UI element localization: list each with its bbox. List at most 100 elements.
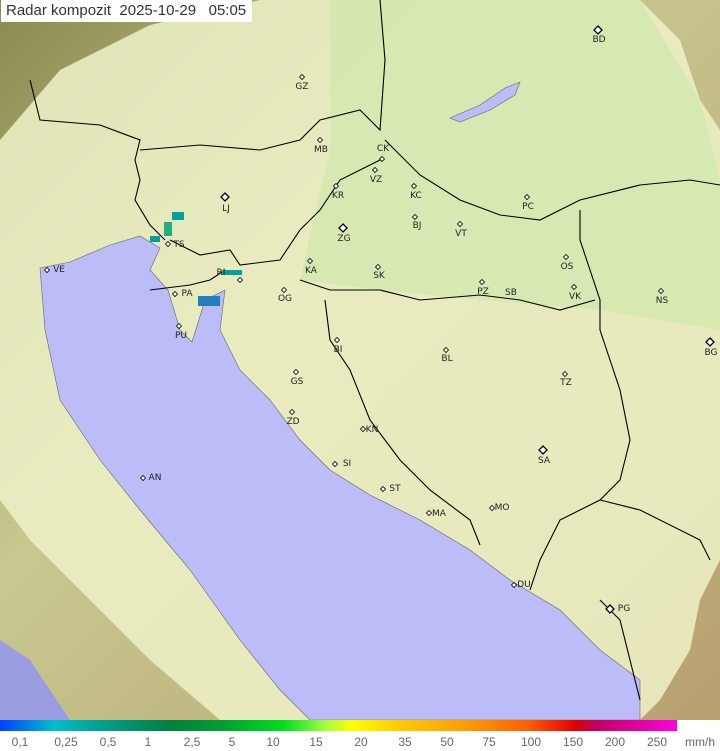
- city-marker-icon: [220, 192, 230, 202]
- city-marker-icon: [236, 276, 244, 284]
- city-label-ka: KA: [305, 266, 317, 276]
- city-label-mb: MB: [314, 145, 328, 155]
- city-label-an: AN: [148, 473, 162, 483]
- city-label-bl: BL: [441, 354, 453, 364]
- lake-balaton: [449, 81, 521, 123]
- city-marker-icon: [411, 213, 419, 221]
- city-marker-icon: [562, 253, 570, 261]
- adriatic-sea: [39, 235, 641, 720]
- rain-echo: [172, 212, 184, 220]
- legend-label: 100: [520, 735, 542, 749]
- legend-label: 1: [144, 735, 152, 749]
- legend-label: 20: [354, 735, 368, 749]
- rain-echoes: [150, 212, 242, 306]
- rain-echo: [150, 236, 160, 242]
- radar-map: [0, 0, 720, 720]
- city-label-sb: SB: [505, 288, 517, 298]
- map-title: Radar kompozit 2025-10-29 05:05: [1, 0, 253, 22]
- precipitation-color-scale: [0, 720, 677, 731]
- city-label-sk: SK: [373, 271, 385, 281]
- city-label-pg: PG: [617, 604, 631, 614]
- city-label-vk: VK: [568, 292, 582, 302]
- city-label-ts: TS: [173, 240, 185, 250]
- legend-label: 50: [440, 735, 454, 749]
- city-label-os: OS: [560, 262, 574, 272]
- city-marker-icon: [164, 240, 172, 248]
- city-label-pu: PU: [174, 331, 188, 341]
- legend-label: 0,1: [11, 735, 29, 749]
- legend-label: 250: [646, 735, 668, 749]
- city-marker-icon: [478, 278, 486, 286]
- city-marker-icon: [331, 460, 339, 468]
- city-marker-icon: [316, 136, 324, 144]
- city-marker-icon: [605, 604, 615, 614]
- legend-unit: mm/h: [685, 735, 715, 749]
- city-marker-icon: [332, 182, 340, 190]
- rain-echo: [222, 270, 242, 275]
- city-marker-icon: [306, 257, 314, 265]
- city-marker-icon: [292, 368, 300, 376]
- city-marker-icon: [139, 474, 147, 482]
- coverage-green-tint: [300, 0, 720, 330]
- city-marker-icon: [410, 182, 418, 190]
- city-marker-icon: [43, 266, 51, 274]
- city-label-st: ST: [389, 484, 401, 494]
- city-marker-icon: [379, 485, 387, 493]
- legend-label: 35: [398, 735, 412, 749]
- city-label-og: OG: [277, 294, 293, 304]
- city-marker-icon: [538, 445, 548, 455]
- city-label-lj: LJ: [222, 204, 230, 214]
- legend-label: 75: [482, 735, 496, 749]
- city-marker-icon: [298, 73, 306, 81]
- city-marker-icon: [657, 287, 665, 295]
- rain-echo: [164, 222, 172, 236]
- city-label-pc: PC: [522, 202, 534, 212]
- city-label-ve: VE: [53, 265, 65, 275]
- city-label-kn: KN: [365, 425, 379, 435]
- city-markers: [43, 25, 715, 614]
- city-marker-icon: [374, 263, 382, 271]
- city-label-si: SI: [342, 459, 352, 469]
- city-marker-icon: [359, 425, 367, 433]
- city-marker-icon: [338, 223, 348, 233]
- city-label-vz: VZ: [369, 175, 383, 185]
- city-label-gz: GZ: [295, 82, 309, 92]
- city-marker-icon: [523, 193, 531, 201]
- legend-label: 15: [309, 735, 323, 749]
- city-label-bg: BG: [704, 348, 718, 358]
- city-marker-icon: [570, 283, 578, 291]
- city-label-tz: TZ: [560, 378, 572, 388]
- city-label-du: DU: [517, 580, 531, 590]
- city-marker-icon: [378, 155, 386, 163]
- city-marker-icon: [561, 370, 569, 378]
- city-label-bj: BJ: [412, 221, 422, 231]
- city-label-pa: PA: [181, 289, 193, 299]
- city-label-bd: BD: [592, 35, 606, 45]
- city-label-ns: NS: [655, 296, 669, 306]
- city-label-kc: KC: [410, 191, 422, 201]
- city-marker-icon: [288, 408, 296, 416]
- legend-label: 2,5: [183, 735, 201, 749]
- country-borders: [29, 0, 720, 701]
- city-label-gs: GS: [290, 377, 304, 387]
- city-label-kr: KR: [331, 191, 345, 201]
- city-label-ri: RI: [216, 268, 226, 278]
- legend-label: 10: [266, 735, 280, 749]
- city-label-sa: SA: [537, 456, 551, 466]
- city-marker-icon: [371, 166, 379, 174]
- city-marker-icon: [705, 337, 715, 347]
- city-label-vt: VT: [455, 229, 467, 239]
- city-marker-icon: [333, 336, 341, 344]
- city-marker-icon: [456, 220, 464, 228]
- city-marker-icon: [171, 290, 179, 298]
- legend-label: 150: [562, 735, 584, 749]
- city-marker-icon: [425, 509, 433, 517]
- legend-label: 5: [228, 735, 236, 749]
- city-marker-icon: [488, 504, 496, 512]
- city-label-ma: MA: [432, 509, 446, 519]
- city-label-mo: MO: [494, 503, 510, 513]
- tyrrhenian-sea-corner: [0, 640, 70, 720]
- city-label-ck: CK: [376, 144, 390, 154]
- city-marker-icon: [442, 346, 450, 354]
